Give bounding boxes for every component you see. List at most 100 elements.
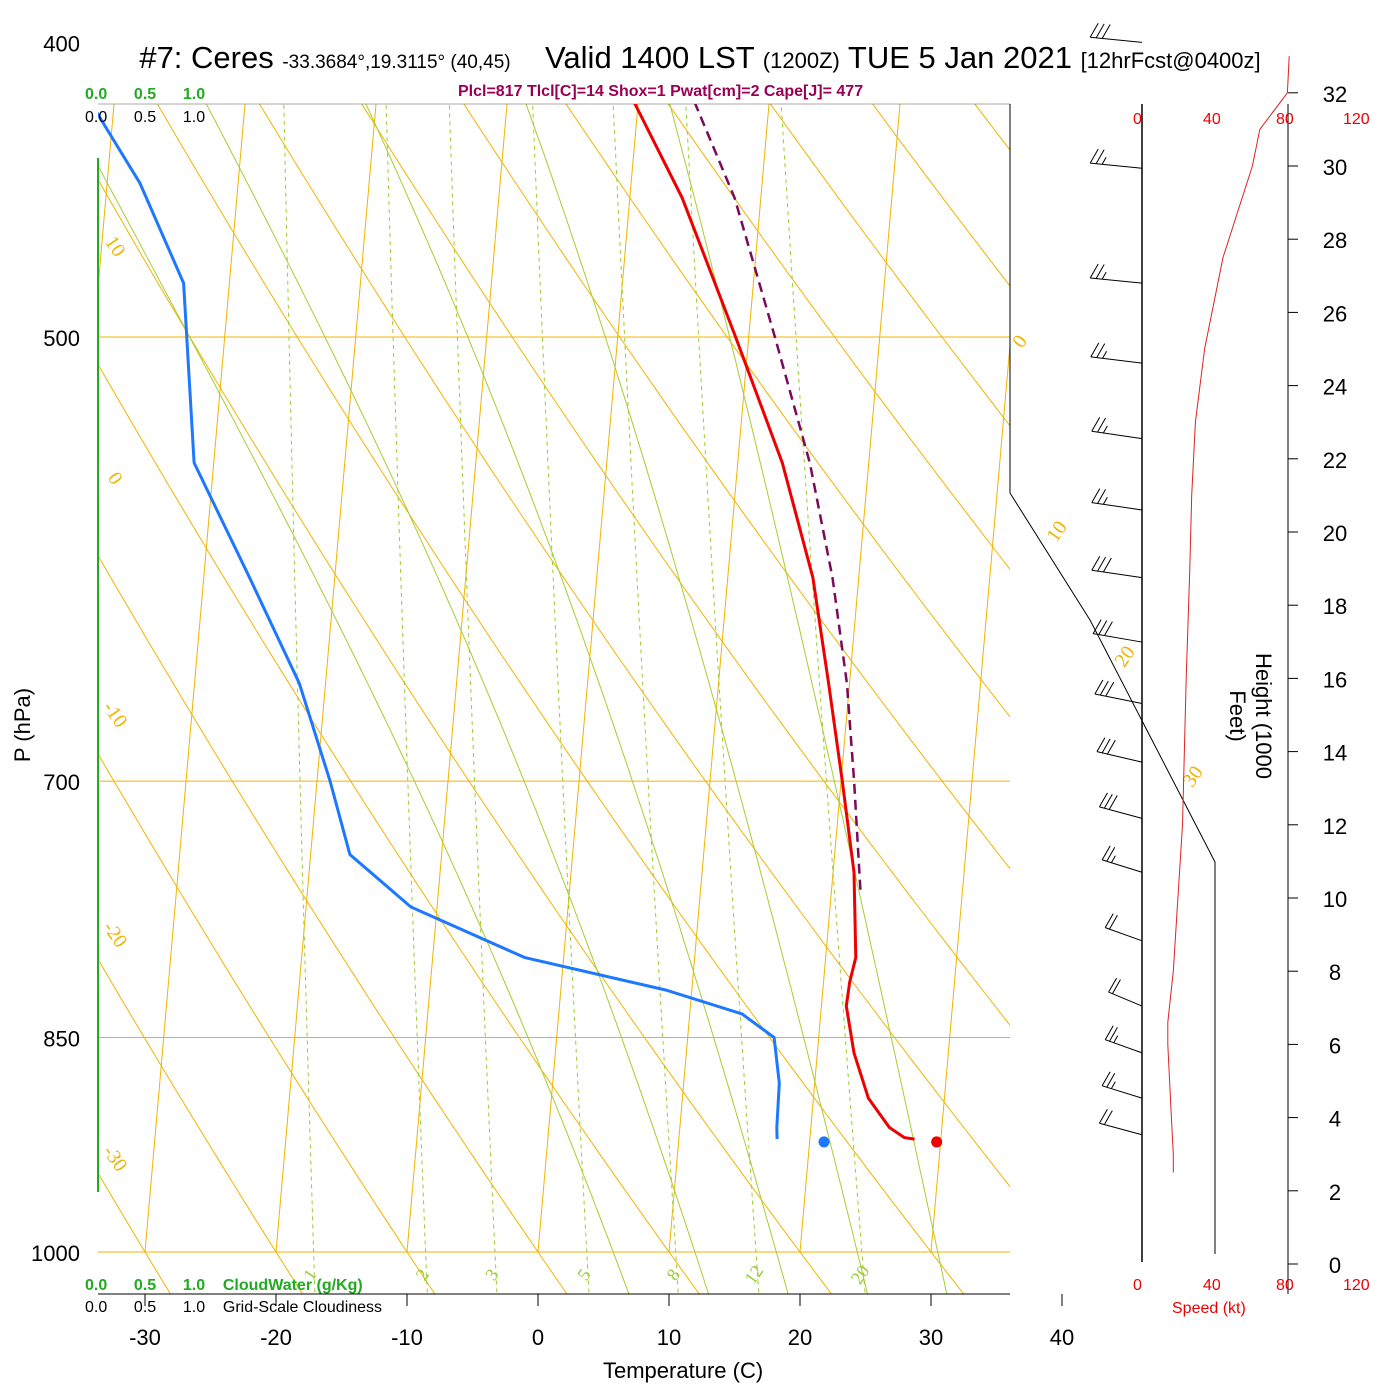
isotherm-line bbox=[406, 104, 508, 1253]
barb-flag bbox=[1098, 620, 1108, 635]
isotherm-label: 0 bbox=[1008, 331, 1032, 352]
isotherm-line bbox=[275, 104, 377, 1253]
barb-staff bbox=[1102, 1085, 1143, 1099]
height-tick-label: 12 bbox=[1323, 814, 1347, 839]
isotherm-line bbox=[930, 339, 1010, 1253]
barb-staff bbox=[1094, 693, 1143, 704]
barb-flag bbox=[1104, 913, 1114, 928]
mixing-ratio-line bbox=[780, 104, 866, 1294]
dry-adiabat-line bbox=[637, 0, 1400, 1316]
height-axis-title: Height (1000 Feet) bbox=[1225, 653, 1276, 779]
isotherm-line bbox=[144, 104, 246, 1253]
barb-flag bbox=[1108, 977, 1118, 993]
cw-tick-2: 1.0 bbox=[182, 86, 206, 103]
pressure-tick-label: 1000 bbox=[31, 1241, 80, 1266]
isotherm-label: -10 bbox=[98, 697, 131, 731]
cloudiness-scale-top: 0.0 0.5 1.0 bbox=[85, 109, 205, 127]
barb-staff bbox=[1091, 430, 1143, 440]
wind-speed-line bbox=[1167, 56, 1290, 1173]
wind-barb bbox=[1091, 556, 1143, 579]
dry-adiabat-line bbox=[156, 104, 965, 1294]
barb-staff bbox=[1093, 633, 1143, 643]
barb-staff bbox=[1108, 991, 1143, 1007]
wind-barb bbox=[1108, 977, 1143, 1007]
height-tick-label: 30 bbox=[1323, 155, 1347, 180]
background-grid bbox=[98, 0, 1400, 1316]
zulu-time: (1200Z) bbox=[762, 48, 840, 73]
wind-barb bbox=[1089, 23, 1143, 43]
dry-adiabat-line bbox=[565, 104, 1010, 718]
barb-flag bbox=[1106, 847, 1116, 862]
speed-tick-80: 80 bbox=[1276, 111, 1294, 128]
barb-flag bbox=[1104, 1025, 1114, 1040]
temperature-tick-label: -10 bbox=[391, 1325, 423, 1350]
cw-tick-1-bottom: 0.5 bbox=[133, 1277, 157, 1294]
temperature-line bbox=[633, 104, 915, 1141]
dry-adiabat-line bbox=[463, 104, 1010, 870]
barb-half-flag bbox=[1113, 1035, 1119, 1043]
barb-flag bbox=[1094, 679, 1104, 695]
height-tick-label: 20 bbox=[1323, 521, 1347, 546]
speed-tick-40-bottom: 40 bbox=[1203, 1277, 1221, 1294]
pressure-tick-label: 400 bbox=[43, 31, 80, 56]
temperature-axis-title: Temperature (C) bbox=[603, 1358, 764, 1383]
barb-half-flag bbox=[1101, 271, 1107, 280]
height-tick-label: 18 bbox=[1323, 594, 1347, 619]
height-tick-label: 4 bbox=[1329, 1107, 1341, 1132]
wind-barb bbox=[1090, 342, 1143, 364]
isotherm-label: 10 bbox=[1042, 517, 1071, 546]
cw-tick-2-bottom: 1.0 bbox=[182, 1277, 206, 1294]
height-tick-label: 32 bbox=[1323, 82, 1347, 107]
barb-flag bbox=[1109, 1026, 1118, 1042]
cloudiness-label: Grid-Scale Cloudiness bbox=[222, 1299, 383, 1316]
dry-adiabat-line bbox=[98, 554, 568, 1294]
cl-tick-2-bottom: 1.0 bbox=[182, 1299, 206, 1316]
barb-staff bbox=[1090, 162, 1143, 169]
wind-barb bbox=[1104, 1025, 1143, 1054]
pressure-tick-label: 700 bbox=[43, 770, 80, 795]
barb-flag bbox=[1098, 1109, 1108, 1124]
barb-staff bbox=[1102, 859, 1143, 873]
wind-barb bbox=[1092, 619, 1143, 643]
barb-flag bbox=[1106, 1072, 1116, 1088]
moist-adiabat-line bbox=[525, 104, 869, 1294]
wind-barb bbox=[1089, 263, 1143, 284]
speed-tick-120: 120 bbox=[1343, 111, 1370, 128]
barb-flag bbox=[1106, 739, 1116, 755]
mixing-ratio-label: 12 bbox=[740, 1261, 767, 1287]
wind-barb bbox=[1096, 737, 1143, 763]
barb-flag bbox=[1103, 621, 1113, 636]
dry-adiabat-line bbox=[98, 363, 700, 1294]
sounding-lines bbox=[98, 104, 943, 1148]
cl-tick-0: 0.0 bbox=[85, 109, 108, 126]
barb-staff bbox=[1090, 36, 1143, 43]
cloudiness-scale-bottom: 0.0 0.5 1.0 Grid-Scale Cloudiness bbox=[85, 1299, 382, 1317]
wind-barb bbox=[1104, 913, 1143, 942]
temperature-tick-label: 40 bbox=[1050, 1325, 1074, 1350]
wind-panel-border bbox=[1009, 104, 1216, 1254]
station-name: #7: Ceres bbox=[139, 40, 274, 75]
barb-flag bbox=[1096, 343, 1106, 358]
dewpoint-line bbox=[98, 111, 781, 1140]
height-tick-label: 16 bbox=[1323, 667, 1347, 692]
valid-date: TUE 5 Jan 2021 bbox=[847, 40, 1072, 75]
barb-half-flag bbox=[1102, 351, 1108, 359]
cl-tick-1-bottom: 0.5 bbox=[133, 1299, 157, 1316]
mixing-ratio-line bbox=[612, 104, 679, 1294]
height-tick-label: 24 bbox=[1323, 375, 1347, 400]
mixing-ratio-label: 3 bbox=[481, 1265, 503, 1284]
mixing-ratio-label: 2 bbox=[411, 1265, 433, 1284]
barb-half-flag bbox=[1101, 157, 1107, 165]
barb-flag bbox=[1097, 417, 1107, 433]
surface-temperature-dot bbox=[931, 1136, 943, 1148]
moist-adiabat-line bbox=[669, 104, 948, 1294]
isotherm-label: 10 bbox=[100, 232, 129, 261]
height-tick-label: 6 bbox=[1329, 1033, 1341, 1058]
barb-flag bbox=[1097, 489, 1107, 504]
isotherm-label: 20 bbox=[1110, 642, 1139, 671]
wind-barb bbox=[1091, 488, 1143, 511]
dry-adiabat-line bbox=[667, 104, 1010, 571]
barb-flag bbox=[1101, 738, 1111, 754]
temperature-tick-label: 10 bbox=[657, 1325, 681, 1350]
